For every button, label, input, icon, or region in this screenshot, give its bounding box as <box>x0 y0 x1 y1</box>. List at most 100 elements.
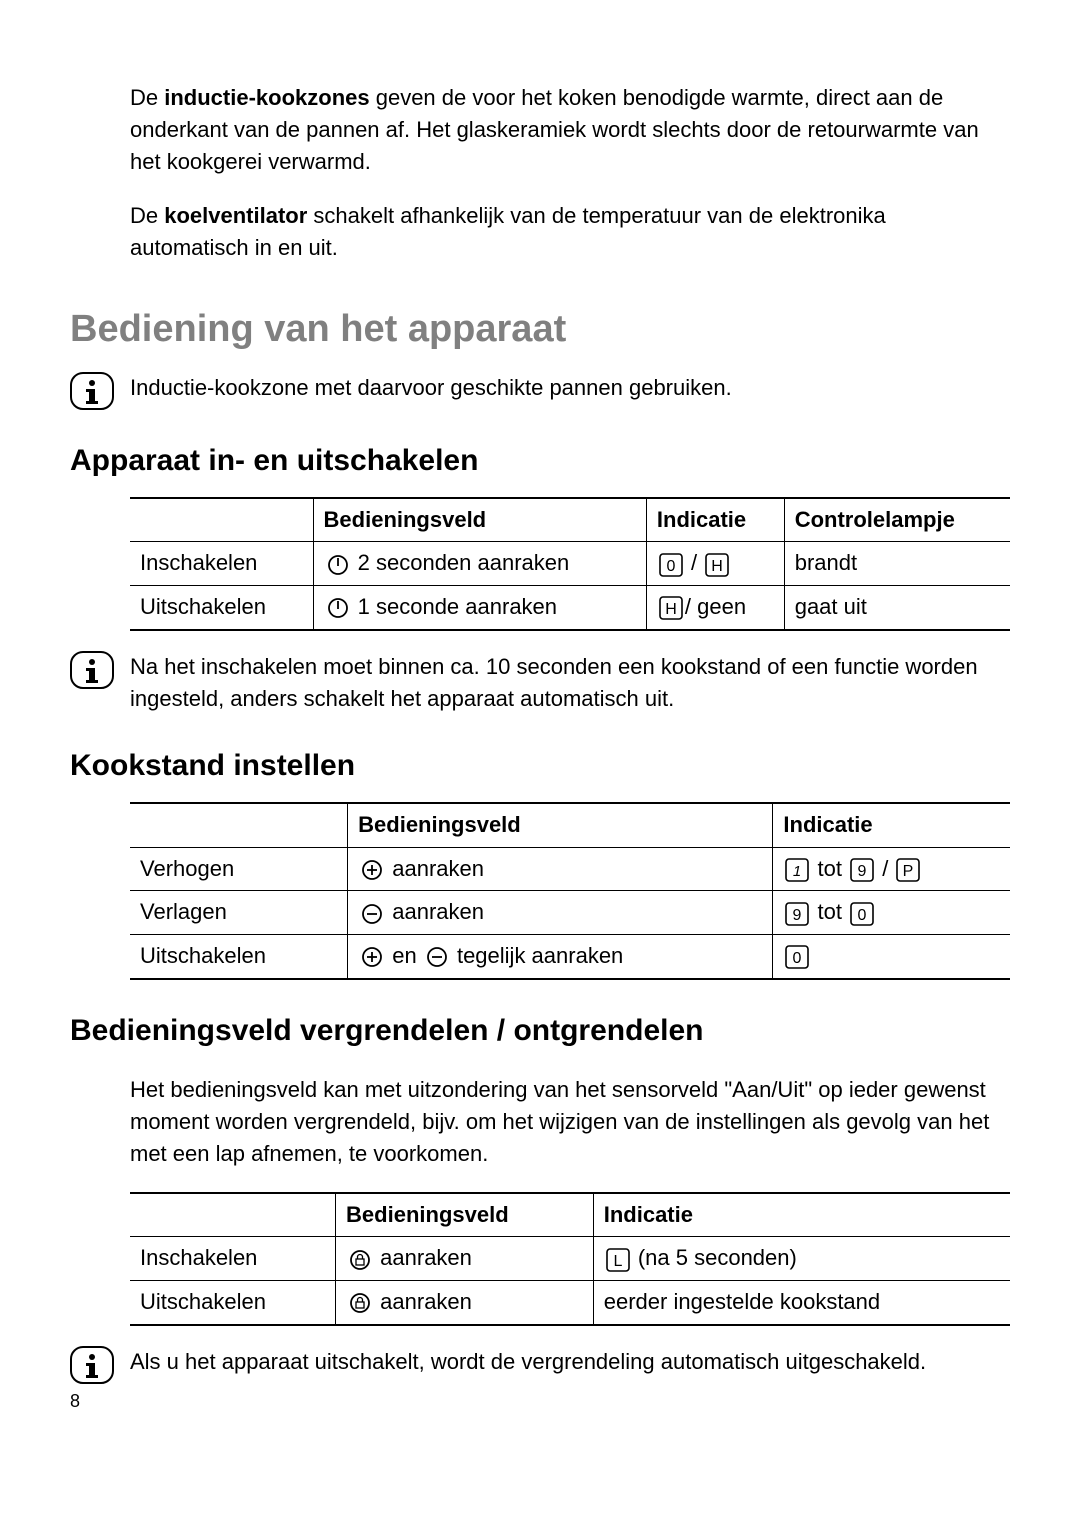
power-icon <box>326 553 350 577</box>
cell: 1 seconde aanraken <box>313 586 646 630</box>
info-icon <box>70 372 114 410</box>
info-note-1: Inductie-kookzone met daarvoor geschikte… <box>70 372 1010 410</box>
section-heading-lock: Bedieningsveld vergrendelen / ontgrendel… <box>70 1010 1010 1052</box>
text: tot <box>811 856 848 881</box>
text: 2 seconden aanraken <box>352 550 570 575</box>
cell: Inschakelen <box>130 1237 336 1281</box>
cell: L (na 5 seconden) <box>593 1237 1010 1281</box>
cell: Uitschakelen <box>130 586 313 630</box>
plus-icon <box>360 858 384 882</box>
cell: en tegelijk aanraken <box>348 935 773 979</box>
text: aanraken <box>374 1245 472 1270</box>
cell: brandt <box>784 542 1010 586</box>
text: De <box>130 85 164 110</box>
intro-paragraph-2: De koelventilator schakelt afhankelijk v… <box>130 200 1010 264</box>
page-number: 8 <box>70 1389 80 1414</box>
svg-text:0: 0 <box>666 558 675 575</box>
table-row: Verhogen aanraken 1 tot 9 / P <box>130 847 1010 891</box>
table-lock: Bedieningsveld Indicatie Inschakelen aan… <box>130 1192 1010 1326</box>
text: / <box>876 856 894 881</box>
bold-term: koelventilator <box>164 203 307 228</box>
table-row: Uitschakelen en tegelijk aanraken 0 <box>130 935 1010 979</box>
table-header: Controlelampje <box>784 498 1010 542</box>
text: / geen <box>685 594 746 619</box>
info-note-3: Als u het apparaat uitschakelt, wordt de… <box>70 1346 1010 1384</box>
table-header <box>130 1193 336 1237</box>
cell: 0 / H <box>646 542 784 586</box>
table-header: Indicatie <box>593 1193 1010 1237</box>
svg-text:9: 9 <box>793 907 802 924</box>
display-l-icon: L <box>606 1248 630 1272</box>
cell: Verhogen <box>130 847 348 891</box>
svg-text:0: 0 <box>793 950 802 967</box>
info-text: Inductie-kookzone met daarvoor geschikte… <box>130 372 1010 404</box>
display-9-icon: 9 <box>850 858 874 882</box>
bold-term: inductie-kookzones <box>164 85 369 110</box>
display-9-icon: 9 <box>785 902 809 926</box>
text: en <box>386 943 423 968</box>
display-h-icon: H <box>705 553 729 577</box>
section-heading-onoff: Apparaat in- en uitschakelen <box>70 440 1010 482</box>
table-header <box>130 803 348 847</box>
table-row: Uitschakelen aanraken eerder ingestelde … <box>130 1281 1010 1325</box>
table-header: Indicatie <box>646 498 784 542</box>
table-row: Verlagen aanraken 9 tot 0 <box>130 891 1010 935</box>
svg-text:P: P <box>903 863 914 880</box>
text: tot <box>811 899 848 924</box>
svg-text:0: 0 <box>858 907 867 924</box>
intro-paragraph-1: De inductie-kookzones geven de voor het … <box>130 82 1010 178</box>
display-0-icon: 0 <box>785 945 809 969</box>
info-icon <box>70 651 114 689</box>
display-h-icon: H <box>659 596 683 620</box>
svg-text:L: L <box>613 1253 622 1270</box>
info-text: Na het inschakelen moet binnen ca. 10 se… <box>130 651 1010 715</box>
svg-text:H: H <box>711 558 723 575</box>
cell: 2 seconden aanraken <box>313 542 646 586</box>
svg-text:1: 1 <box>793 863 801 880</box>
cell: gaat uit <box>784 586 1010 630</box>
cell: 9 tot 0 <box>773 891 1010 935</box>
minus-icon <box>425 945 449 969</box>
power-icon <box>326 596 350 620</box>
text: tegelijk aanraken <box>451 943 623 968</box>
table-header: Bedieningsveld <box>336 1193 594 1237</box>
table-row: Uitschakelen 1 seconde aanraken H/ geen … <box>130 586 1010 630</box>
info-note-2: Na het inschakelen moet binnen ca. 10 se… <box>70 651 1010 715</box>
section-heading-kookstand: Kookstand instellen <box>70 745 1010 787</box>
lock-intro: Het bedieningsveld kan met uitzondering … <box>130 1074 1010 1170</box>
display-0-icon: 0 <box>659 553 683 577</box>
table-header: Indicatie <box>773 803 1010 847</box>
text: 1 seconde aanraken <box>352 594 558 619</box>
svg-text:9: 9 <box>858 863 867 880</box>
text: aanraken <box>386 899 484 924</box>
table-kookstand: Bedieningsveld Indicatie Verhogen aanrak… <box>130 802 1010 980</box>
display-p-icon: P <box>896 858 920 882</box>
table-header: Bedieningsveld <box>348 803 773 847</box>
table-onoff: Bedieningsveld Indicatie Controlelampje … <box>130 497 1010 631</box>
text: De <box>130 203 164 228</box>
lock-icon <box>348 1291 372 1315</box>
text: / <box>685 550 703 575</box>
cell: aanraken <box>336 1281 594 1325</box>
cell: Verlagen <box>130 891 348 935</box>
cell: aanraken <box>336 1237 594 1281</box>
cell: Uitschakelen <box>130 1281 336 1325</box>
cell: eerder ingestelde kookstand <box>593 1281 1010 1325</box>
lock-icon <box>348 1248 372 1272</box>
display-1-icon: 1 <box>785 858 809 882</box>
cell: H / geen <box>646 586 784 630</box>
table-header <box>130 498 313 542</box>
cell: aanraken <box>348 891 773 935</box>
text: aanraken <box>374 1289 472 1314</box>
cell: Inschakelen <box>130 542 313 586</box>
main-heading: Bediening van het apparaat <box>70 303 1010 356</box>
text: aanraken <box>386 856 484 881</box>
svg-text:H: H <box>665 601 677 618</box>
table-row: Inschakelen aanraken L (na 5 seconden) <box>130 1237 1010 1281</box>
table-header: Bedieningsveld <box>313 498 646 542</box>
cell: Uitschakelen <box>130 935 348 979</box>
table-row: Inschakelen 2 seconden aanraken 0 / H br… <box>130 542 1010 586</box>
info-text: Als u het apparaat uitschakelt, wordt de… <box>130 1346 1010 1378</box>
minus-icon <box>360 902 384 926</box>
plus-icon <box>360 945 384 969</box>
